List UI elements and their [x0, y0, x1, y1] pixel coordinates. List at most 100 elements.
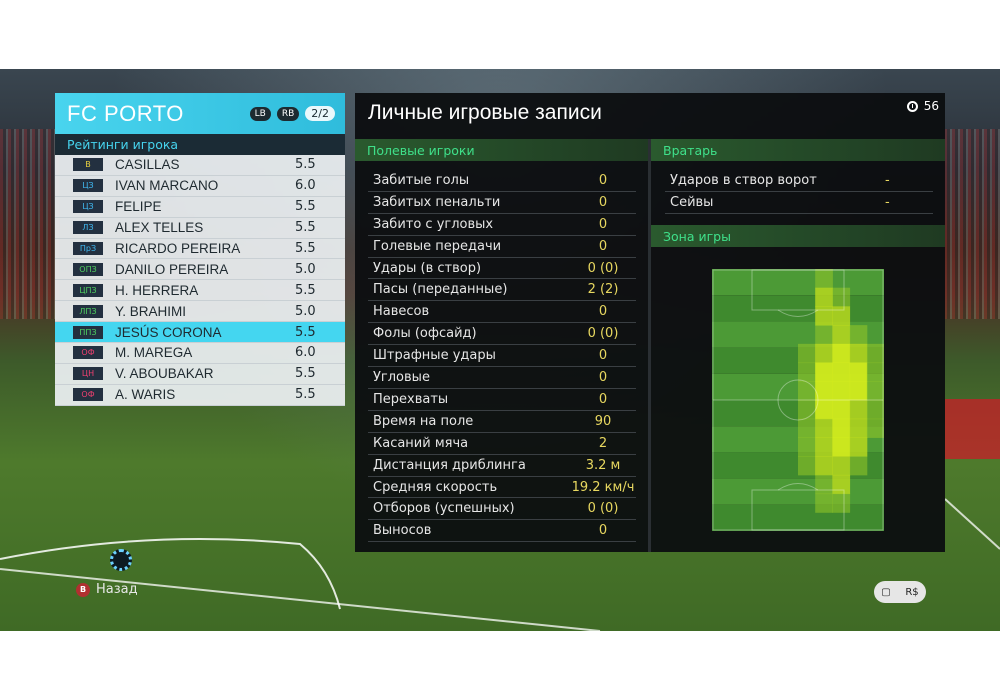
heatmap-cell: [815, 306, 833, 326]
stat-label: Забитых пенальти: [373, 194, 501, 210]
stat-row: Касаний мяча 2: [368, 433, 636, 455]
stat-row: Навесов 0: [368, 301, 636, 324]
stat-row: Голевые передачи 0: [368, 236, 636, 258]
stand-left: [0, 129, 60, 319]
player-row[interactable]: ЦН V. ABOUBAKAR 5.5: [55, 363, 345, 385]
stat-label: Ударов в створ ворот: [670, 172, 817, 188]
heatmap-cell: [815, 269, 833, 289]
player-row[interactable]: ОПЗ DANILO PEREIRA 5.0: [55, 259, 345, 281]
position-badge: ЦЗ: [73, 179, 103, 193]
stat-value: 0: [598, 172, 608, 188]
stat-value: 0: [598, 304, 608, 320]
position-badge: ППЗ: [73, 325, 103, 339]
b-button-icon: B: [76, 582, 90, 597]
stat-row: Перехваты 0: [368, 389, 636, 411]
stat-value: 19.2 км/ч: [571, 479, 635, 495]
player-name: Y. BRAHIMI: [115, 303, 187, 319]
player-name: DANILO PEREIRA: [115, 261, 229, 277]
heatmap-cell: [832, 456, 851, 476]
position-badge: ЦН: [73, 367, 103, 381]
heatmap-cell: [866, 418, 884, 438]
stat-label: Время на поле: [373, 413, 474, 429]
heatmap-cell: [832, 474, 851, 495]
player-row[interactable]: ПрЗ RICARDO PEREIRA 5.5: [55, 238, 345, 260]
stat-value: 0: [598, 391, 608, 407]
player-name: JESÚS CORONA: [115, 324, 222, 340]
stat-label: Штрафные удары: [373, 348, 496, 364]
player-row[interactable]: ППЗ JESÚS CORONA 5.5: [55, 322, 345, 344]
player-name: CASILLAS: [115, 157, 180, 173]
heatmap-cell: [798, 456, 816, 476]
player-row[interactable]: ЦПЗ H. HERRERA 5.5: [55, 280, 345, 302]
stat-label: Выносов: [373, 523, 432, 539]
heatmap-cell: [832, 287, 851, 307]
player-row[interactable]: В CASILLAS 5.5: [55, 155, 345, 176]
heatmap-cell: [849, 400, 868, 420]
stat-value: 3.2 м: [585, 457, 621, 473]
player-row[interactable]: ЛЗ ALEX TELLES 5.5: [55, 217, 345, 239]
heatmap-cell: [815, 493, 833, 513]
heatmap-cell: [866, 362, 884, 382]
stat-value: 0 (0): [587, 501, 619, 517]
page-indicator: 2/2: [305, 106, 335, 121]
stat-label: Отборов (успешных): [373, 501, 515, 517]
stadium-background: FC PORTO LB RB 2/2 Рейтинги игрока В CASI…: [0, 69, 1000, 631]
heatmap-cell: [815, 381, 833, 401]
player-name: M. MAREGA: [115, 345, 193, 361]
page-switcher: LB RB 2/2: [249, 106, 335, 121]
stat-label: Средняя скорость: [373, 479, 498, 495]
player-name: ALEX TELLES: [115, 220, 204, 236]
personal-records-panel: Личные игровые записи 56 Полевые игроки …: [355, 93, 945, 552]
stand-right: [944, 129, 1000, 319]
stat-row: Забито с угловых 0: [368, 214, 636, 236]
player-rating: 5.5: [295, 199, 316, 215]
section-divider: [648, 139, 651, 552]
player-row[interactable]: ОФ A. WARIS 5.5: [55, 384, 345, 406]
stat-value: 0: [598, 523, 608, 539]
player-rating: 5.5: [295, 324, 316, 340]
stat-row: Удары (в створ) 0 (0): [368, 258, 636, 280]
heatmap-cell: [866, 381, 884, 401]
position-badge: ОФ: [73, 346, 103, 360]
heatmap-cell: [866, 343, 884, 364]
stat-row: Забитые голы 0: [368, 170, 636, 192]
heatmap-cell: [832, 418, 851, 438]
player-list: В CASILLAS 5.5 ЦЗ IVAN MARCANO 6.0 ЦЗ FELIPE 5.5…: [55, 155, 345, 406]
player-rating: 5.5: [295, 157, 316, 173]
player-name: RICARDO PEREIRA: [115, 241, 241, 256]
stat-value: 2 (2): [587, 282, 619, 298]
player-row[interactable]: ЦЗ FELIPE 5.5: [55, 196, 345, 218]
heatmap-cell: [815, 325, 833, 345]
player-row[interactable]: ЦЗ IVAN MARCANO 6.0: [55, 175, 345, 197]
player-rating: 5.5: [295, 282, 316, 298]
stat-value: -: [885, 194, 890, 210]
rs-button[interactable]: R$: [905, 586, 919, 598]
heatmap-cell: [798, 381, 816, 401]
player-rating: 6.0: [295, 345, 316, 361]
heatmap-cell: [815, 474, 833, 495]
lb-button[interactable]: LB: [249, 106, 271, 121]
rb-button[interactable]: RB: [276, 106, 300, 121]
heatmap-cell: [815, 418, 833, 438]
stat-value: 0: [598, 216, 608, 232]
stat-row: Пасы (переданные) 2 (2): [368, 280, 636, 302]
back-button[interactable]: B Назад: [76, 582, 138, 597]
player-rating: 5.0: [295, 303, 316, 319]
team-header: FC PORTO LB RB 2/2: [55, 93, 345, 134]
stat-label: Сейвы: [670, 194, 714, 210]
heatmap-cell: [815, 343, 833, 364]
stat-value: 0: [598, 348, 608, 364]
play-zone-title: Зона игры: [651, 225, 945, 247]
player-row[interactable]: ЛПЗ Y. BRAHIMI 5.0: [55, 301, 345, 323]
stat-row: Средняя скорость 19.2 км/ч: [368, 477, 636, 499]
stat-label: Дистанция дриблинга: [373, 457, 526, 473]
stat-value: 0 (0): [587, 260, 619, 276]
stat-row: Выносов 0: [368, 520, 636, 543]
stat-value: 0: [598, 238, 608, 254]
player-row[interactable]: ОФ M. MAREGA 6.0: [55, 343, 345, 364]
outfield-section-title: Полевые игроки: [355, 139, 648, 161]
heatmap-cell: [832, 493, 851, 513]
stat-label: Фолы (офсайд): [373, 326, 477, 342]
stat-value: 0: [598, 194, 608, 210]
chat-icon[interactable]: ▢: [881, 586, 891, 598]
